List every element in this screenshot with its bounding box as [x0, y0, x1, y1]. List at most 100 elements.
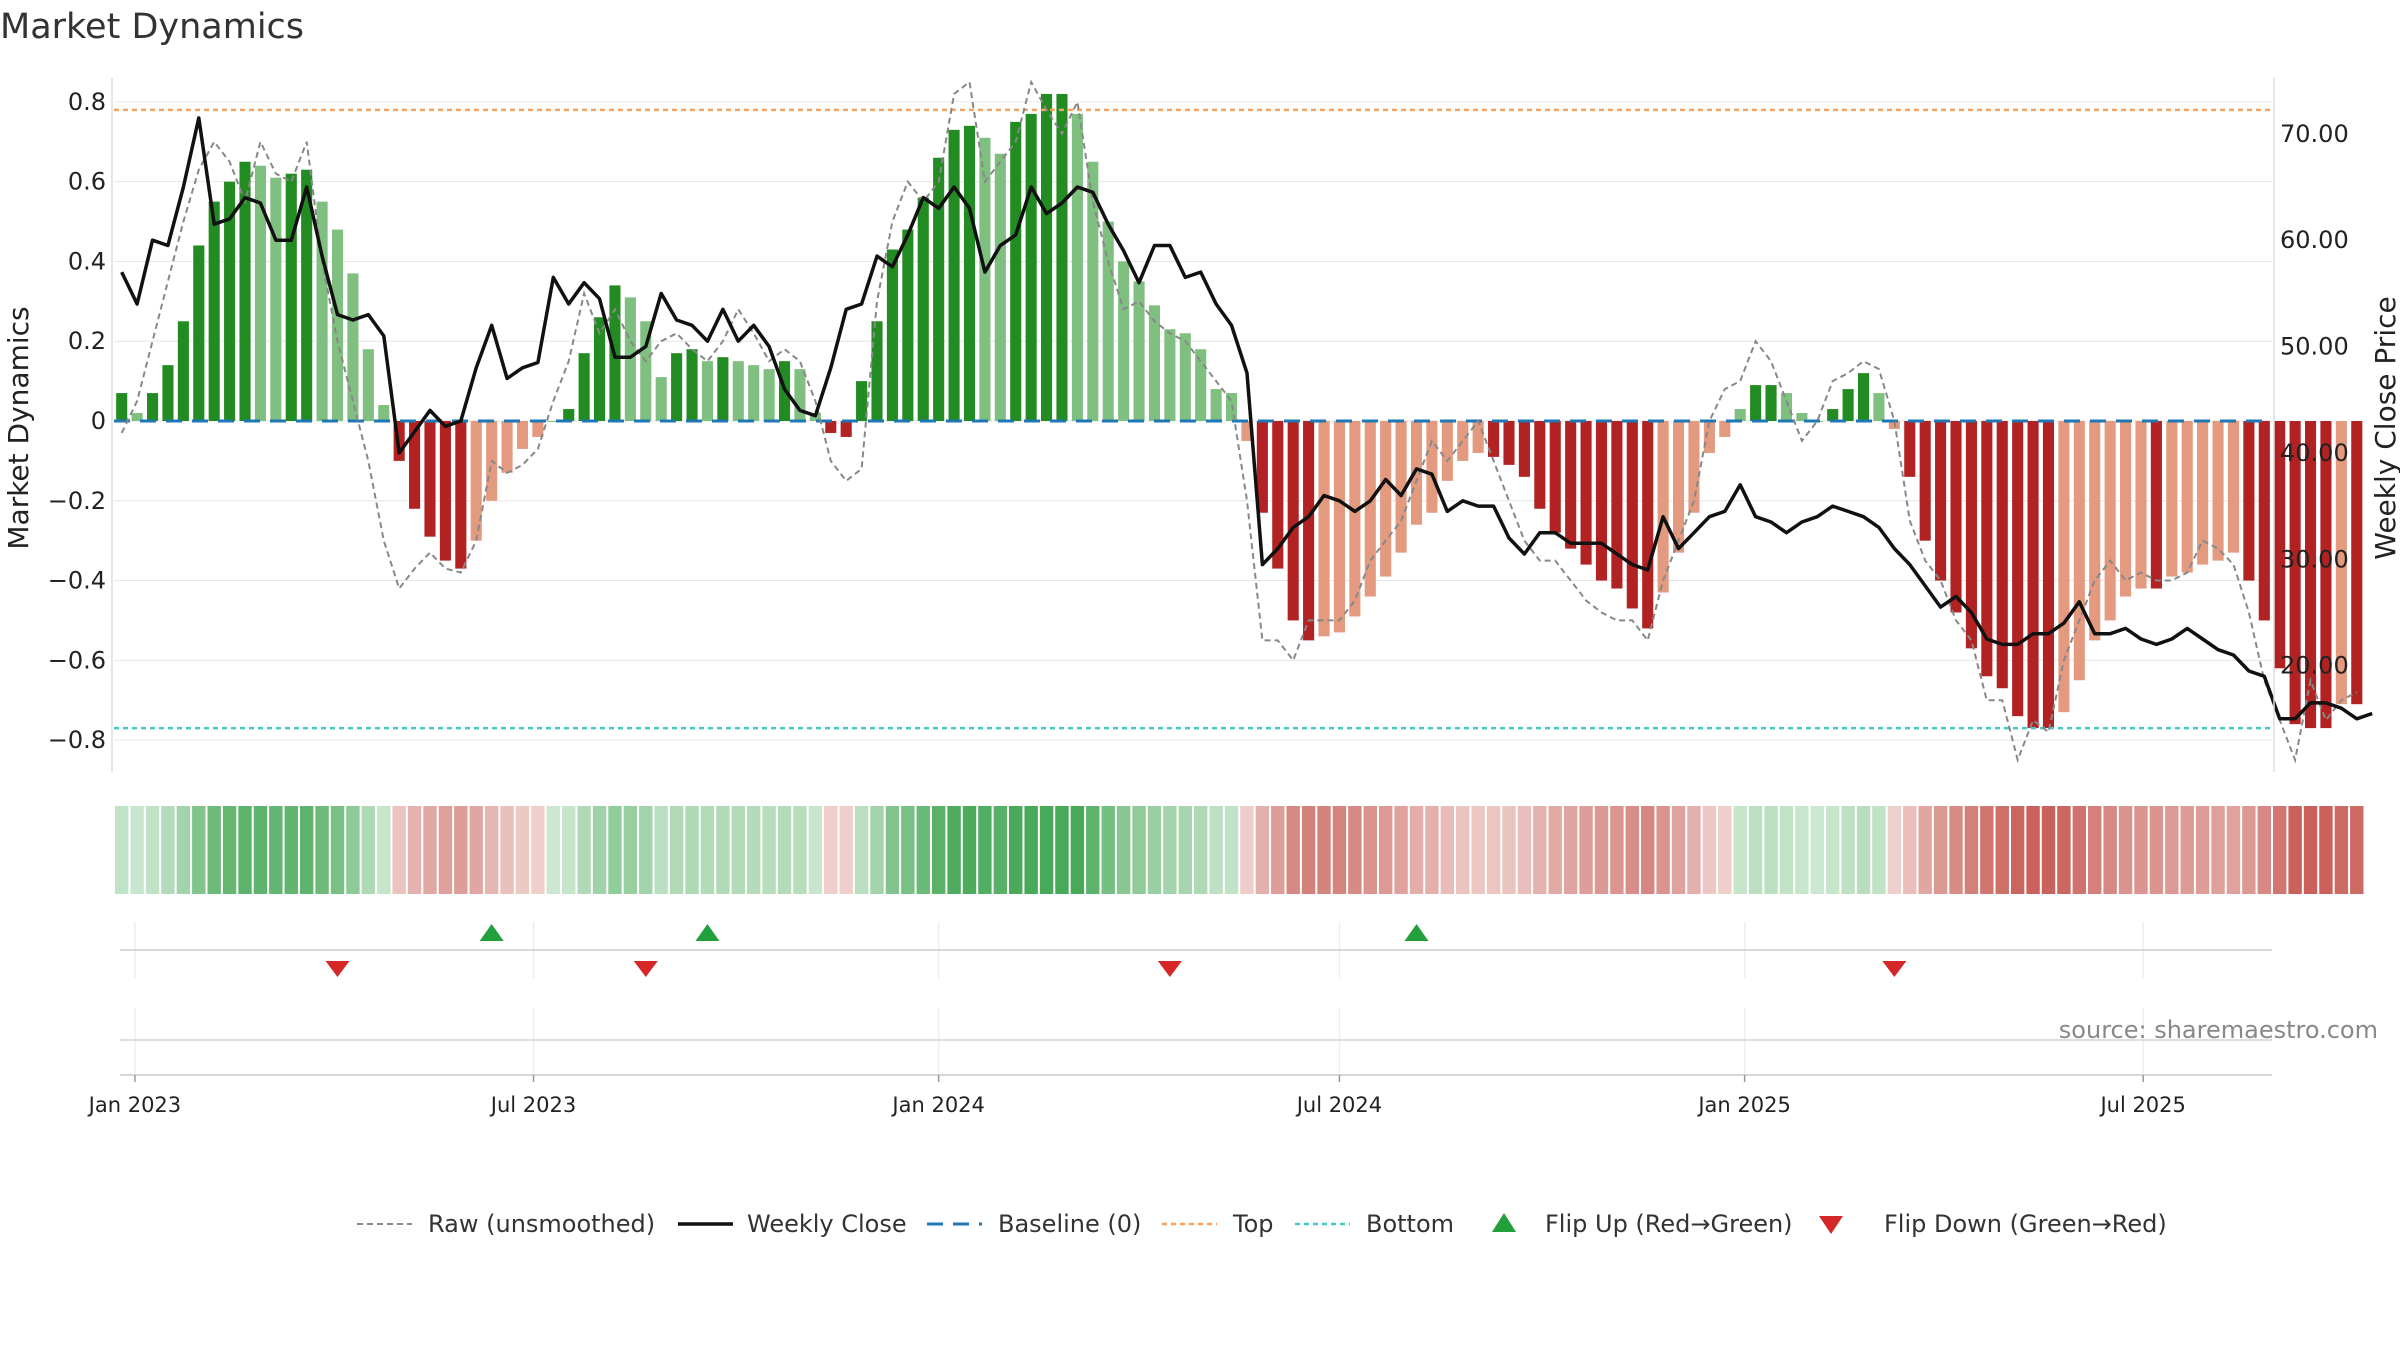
chart-title: Market Dynamics [0, 7, 304, 47]
regime-cell [469, 806, 483, 894]
dynamics-bar [285, 173, 297, 421]
regime-cell [1795, 806, 1809, 894]
regime-cell [1671, 806, 1686, 894]
regime-cell [238, 806, 252, 894]
regime-cell [1702, 806, 1717, 894]
regime-cell [1425, 806, 1439, 894]
regime-cell [2026, 806, 2040, 894]
regime-cell [1024, 806, 1038, 894]
regime-cell [1009, 806, 1023, 894]
regime-cell [392, 806, 406, 894]
dynamics-bar [825, 421, 837, 433]
date-tick-label: Jul 2024 [1295, 1093, 1382, 1117]
regime-cell [2041, 806, 2056, 894]
left-tick-label: 0.2 [68, 327, 106, 355]
legend-label-raw: Raw (unsmoothed) [428, 1210, 655, 1238]
regime-cell [1887, 806, 1902, 894]
weekly-close-line [120, 116, 2373, 721]
dynamics-bar [1395, 421, 1407, 553]
dynamics-bar [2027, 421, 2039, 729]
dynamics-bar [239, 161, 251, 421]
dynamics-bar [1041, 93, 1053, 421]
dynamics-bar [886, 249, 898, 421]
regime-cell [2288, 806, 2302, 894]
date-tick-label: Jul 2023 [489, 1093, 576, 1117]
dynamics-bar [2012, 421, 2024, 717]
dynamics-bar [1287, 421, 1299, 621]
regime-cell [608, 806, 622, 894]
regime-cell [962, 806, 977, 894]
dynamics-bar [516, 421, 529, 449]
dynamics-bar [1303, 421, 1315, 641]
regime-cell [1610, 806, 1624, 894]
regime-cell [762, 806, 776, 894]
regime-cell [978, 806, 992, 894]
regime-cell [2088, 806, 2102, 894]
regime-cell [2211, 806, 2225, 894]
regime-cell [2072, 806, 2087, 894]
regime-cell [1363, 806, 1377, 894]
dynamics-bar [177, 321, 189, 421]
regime-cell [1486, 806, 1501, 894]
dynamics-bar [2166, 421, 2178, 577]
regime-cell [1594, 806, 1609, 894]
legend-item-top: Top [1162, 1210, 1274, 1238]
dynamics-bar [1056, 93, 1068, 421]
dynamics-bar [470, 421, 482, 541]
dynamics-bar [624, 297, 636, 421]
dynamics-bar [794, 369, 806, 421]
regime-cell [993, 806, 1008, 894]
regime-cell [1733, 806, 1747, 894]
regime-cell [1301, 806, 1316, 894]
dynamics-bar [1164, 329, 1176, 421]
dynamics-bar [1935, 421, 1947, 581]
regime-cell [1656, 806, 1670, 894]
dynamics-bar [2212, 421, 2224, 561]
legend-label-top: Top [1232, 1210, 1274, 1238]
dynamics-bar [1734, 409, 1746, 421]
regime-cell [1178, 806, 1192, 894]
dynamics-bar [671, 353, 683, 421]
dynamics-bar [1827, 409, 1839, 421]
regime-cell [377, 806, 391, 894]
regime-cell [1456, 806, 1470, 894]
regime-cell [947, 806, 961, 894]
regime-cell [1440, 806, 1455, 894]
regime-cell [1641, 806, 1655, 894]
dynamics-bar [840, 421, 852, 437]
dynamics-bar [2320, 421, 2332, 729]
flip-up-marker [479, 924, 504, 941]
dynamics-bar [1981, 421, 1993, 677]
regime-cell [885, 806, 900, 894]
dynamics-bar [1102, 221, 1114, 421]
regime-cell [1039, 806, 1054, 894]
dynamics-bar [2274, 421, 2286, 669]
dynamics-bar [1472, 421, 1484, 453]
regime-cell [454, 806, 468, 894]
dynamics-bar [1441, 421, 1453, 481]
dynamics-bar [933, 157, 945, 421]
regime-cell [2195, 806, 2210, 894]
dynamics-bar [193, 245, 205, 421]
dynamics-bar [1965, 421, 1977, 649]
raw-line [120, 79, 2358, 764]
regime-cell [777, 806, 792, 894]
regime-cell [916, 806, 930, 894]
regime-cell [1548, 806, 1562, 894]
dynamics-bar [1118, 261, 1130, 421]
empty-panel [120, 1008, 2272, 1076]
dynamics-bar [732, 361, 744, 421]
regime-cell [1964, 806, 1979, 894]
flip-up-marker [695, 924, 720, 941]
dynamics-bar [1642, 421, 1654, 629]
regime-cell [1224, 806, 1239, 894]
regime-cell [1563, 806, 1578, 894]
regime-cell [130, 806, 144, 894]
regime-cell [1348, 806, 1362, 894]
dynamics-bar [2073, 421, 2085, 681]
dynamics-bar [1565, 421, 1577, 549]
regime-cell [2273, 806, 2287, 894]
dynamics-bar [1780, 393, 1792, 421]
legend-item-raw: Raw (unsmoothed) [357, 1210, 655, 1238]
regime-cell [1533, 806, 1547, 894]
